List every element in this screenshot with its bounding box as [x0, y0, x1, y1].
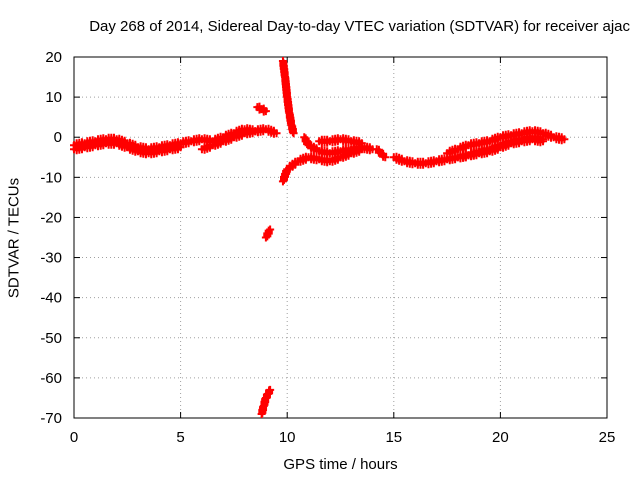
- series-arc-12: [372, 145, 390, 162]
- series-arc-3: [197, 124, 281, 154]
- data-point: [264, 229, 273, 238]
- series-arc-6: [261, 225, 275, 242]
- series-arc-8: [278, 152, 345, 186]
- y-tick-label: -50: [40, 330, 62, 347]
- data-point: [381, 153, 390, 162]
- y-tick-label: -60: [40, 370, 62, 387]
- series-arc-4: [253, 102, 270, 116]
- series-arc-7: [257, 385, 275, 418]
- data-point: [560, 135, 569, 144]
- data-point: [261, 107, 270, 116]
- data-point: [539, 135, 548, 144]
- plot-frame: [73, 56, 608, 419]
- data-point: [282, 169, 291, 178]
- chart-title: Day 268 of 2014, Sidereal Day-to-day VTE…: [89, 18, 630, 35]
- series-arc-2: [70, 137, 185, 159]
- data-point: [272, 129, 281, 138]
- x-tick-label: 5: [176, 429, 184, 446]
- y-tick-label: -20: [40, 209, 62, 226]
- data-point: [357, 145, 366, 154]
- series-arc-5: [278, 57, 298, 138]
- data-point: [266, 385, 275, 394]
- x-tick-label: 25: [599, 429, 616, 446]
- series-arc-11: [336, 144, 366, 162]
- data-point: [266, 225, 275, 234]
- y-tick-label: -70: [40, 410, 62, 427]
- x-tick-label: 20: [492, 429, 509, 446]
- y-tick-label: 0: [54, 129, 62, 146]
- x-tick-label: 10: [279, 429, 296, 446]
- y-tick-label: -40: [40, 290, 62, 307]
- series-arc-15: [453, 132, 548, 163]
- y-tick-label: 20: [45, 49, 62, 66]
- series-arc-10: [315, 134, 366, 149]
- x-tick-label: 15: [385, 429, 402, 446]
- data-point: [289, 129, 298, 138]
- y-tick-label: 10: [45, 89, 62, 106]
- y-tick-label: -10: [40, 169, 62, 186]
- x-axis-label: GPS time / hours: [283, 456, 398, 473]
- x-tick-label: 0: [70, 429, 78, 446]
- y-tick-label: -30: [40, 250, 62, 267]
- data-point: [303, 140, 312, 149]
- data-point: [176, 143, 185, 152]
- y-axis-label: SDTVAR / TECUs: [5, 177, 23, 299]
